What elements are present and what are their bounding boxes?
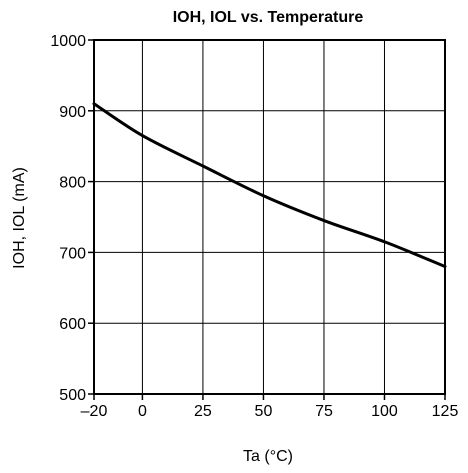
y-tick-label: 1000 (50, 33, 86, 50)
series-line (92, 102, 447, 269)
x-tick-label: 25 (194, 403, 212, 420)
y-axis-ticks: 500 600 700 800 900 1000 (50, 33, 94, 404)
y-axis-label: IOH, IOL (mA) (11, 167, 28, 269)
x-tick-label: 0 (138, 403, 147, 420)
x-tick-label: 75 (315, 403, 333, 420)
series-layer (92, 102, 447, 269)
y-tick-label: 800 (59, 175, 86, 192)
grid-lines (94, 40, 445, 394)
plot-area (93, 39, 446, 395)
y-tick-label: 700 (59, 245, 86, 262)
x-tick-label: 125 (432, 403, 459, 420)
y-tick-label: 600 (59, 316, 86, 333)
y-tick-label: 900 (59, 104, 86, 121)
x-axis-ticks: –20 0 25 50 75 100 125 (81, 394, 459, 420)
x-tick-label: –20 (81, 403, 108, 420)
x-tick-label: 100 (371, 403, 398, 420)
chart-title: IOH, IOL vs. Temperature (173, 9, 364, 26)
x-axis-label: Ta (°C) (243, 448, 293, 465)
x-tick-label: 50 (255, 403, 273, 420)
y-tick-label: 500 (59, 387, 86, 404)
